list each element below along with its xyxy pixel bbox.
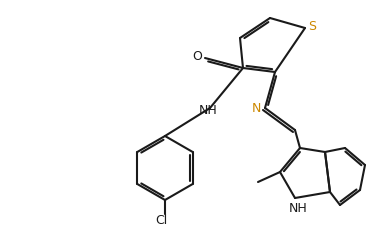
Text: S: S — [308, 20, 316, 32]
Text: NH: NH — [289, 202, 307, 214]
Text: Cl: Cl — [155, 213, 167, 227]
Text: N: N — [251, 103, 261, 115]
Text: NH: NH — [199, 104, 217, 116]
Text: O: O — [192, 50, 202, 62]
